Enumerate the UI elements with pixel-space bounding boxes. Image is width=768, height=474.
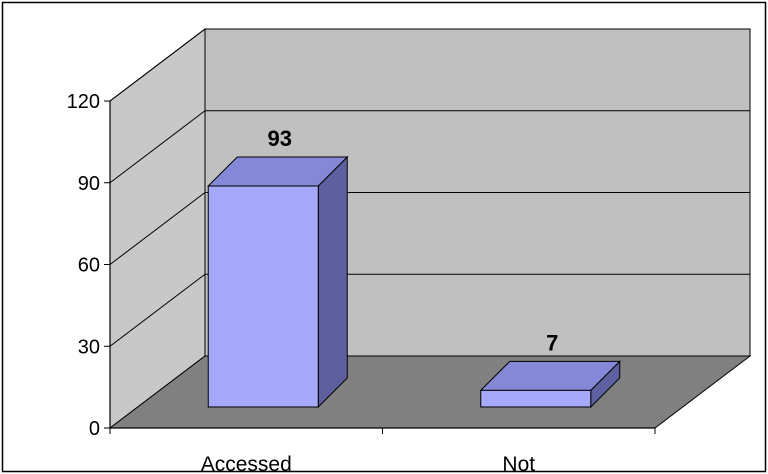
- y-tick-label: 120: [67, 91, 100, 113]
- y-tick-label: 60: [78, 255, 100, 277]
- x-category-label: Not: [502, 453, 535, 474]
- y-tick-label: 0: [89, 418, 100, 440]
- bar-front: [480, 389, 592, 408]
- gridline-side: [109, 192, 206, 265]
- y-tick-label: 30: [78, 336, 100, 358]
- chart-walls: [108, 27, 752, 430]
- floor: [108, 355, 752, 429]
- gridline-side: [109, 110, 206, 184]
- bar-front: [207, 185, 319, 408]
- bar-not: [479, 360, 621, 409]
- labels: 93 Accessed 7 Not: [201, 126, 559, 474]
- bar-accessed: [207, 155, 349, 409]
- x-category-label: Accessed: [201, 453, 292, 474]
- data-label: 93: [268, 126, 292, 151]
- gridline-side: [109, 28, 206, 102]
- y-axis-ticks: 0 30 60 90 120: [67, 91, 110, 440]
- data-label: 7: [546, 330, 558, 355]
- gridline-side: [109, 273, 206, 347]
- bar-side: [317, 155, 348, 409]
- bars: [207, 155, 621, 409]
- y-tick-label: 90: [78, 173, 100, 195]
